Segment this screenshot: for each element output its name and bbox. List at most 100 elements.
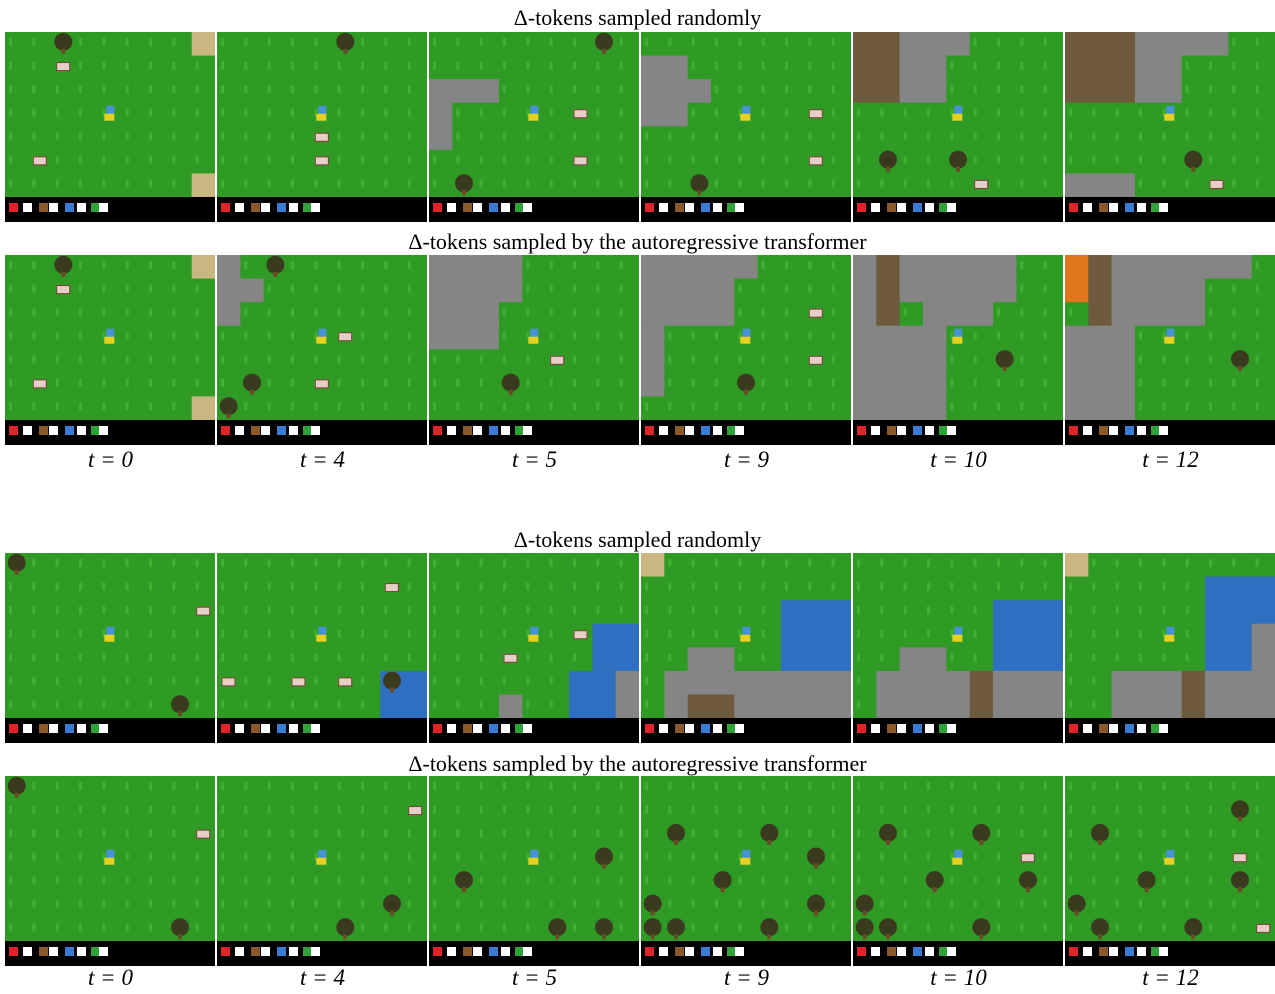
grass-blade: [1162, 179, 1165, 187]
cow: [1210, 180, 1223, 188]
game-frame: [853, 776, 1063, 966]
grass-blade: [291, 583, 294, 591]
grass-blade: [433, 355, 436, 363]
grass-blade: [645, 700, 648, 708]
terrain: [1182, 32, 1229, 56]
grass-blade: [997, 85, 1000, 93]
grass-blade: [1209, 782, 1212, 790]
grass-blade: [596, 285, 599, 293]
inventory-icon: [463, 947, 472, 956]
grass-blade: [1256, 285, 1259, 293]
grass-blade: [668, 606, 671, 614]
grass-blade: [997, 179, 1000, 187]
inventory-icon: [701, 947, 710, 956]
grass-blade: [268, 109, 271, 117]
inventory-bar: [429, 197, 639, 222]
player: [528, 337, 538, 344]
grass-blade: [291, 156, 294, 164]
grass-blade: [361, 109, 364, 117]
trunk: [721, 887, 725, 892]
player: [318, 627, 326, 636]
trunk: [767, 840, 771, 845]
trunk: [602, 864, 606, 869]
grass-blade: [1209, 379, 1212, 387]
grass-blade: [9, 606, 12, 614]
inventory-icon: [49, 426, 58, 435]
grass-blade: [668, 179, 671, 187]
grass-blade: [738, 62, 741, 70]
inventory-icon: [251, 724, 260, 733]
cow: [292, 678, 305, 686]
grass-blade: [785, 156, 788, 164]
game-frame: [5, 32, 215, 222]
trunk: [227, 413, 231, 418]
grass-blade: [526, 782, 529, 790]
grass-blade: [857, 156, 860, 164]
grass-blade: [9, 261, 12, 269]
grass-blade: [221, 806, 224, 814]
inventory-icon: [939, 426, 948, 435]
grass-blade: [1139, 109, 1142, 117]
grass-blade: [149, 109, 152, 117]
grass-blade: [573, 876, 576, 884]
inventory-icon: [727, 724, 736, 733]
inventory-icon: [433, 203, 442, 212]
grass-blade: [997, 132, 1000, 140]
grass-blade: [384, 402, 387, 410]
grass-blade: [244, 853, 247, 861]
grass-blade: [1139, 630, 1142, 638]
grass-blade: [1116, 583, 1119, 591]
grass-blade: [526, 62, 529, 70]
grass-blade: [620, 109, 623, 117]
grass-blade: [9, 829, 12, 837]
grass-blade: [808, 85, 811, 93]
grass-blade: [456, 829, 459, 837]
tree: [1231, 800, 1249, 818]
grass-blade: [456, 355, 459, 363]
grass-blade: [1044, 132, 1047, 140]
grass-blade: [456, 38, 459, 46]
grass-blade: [762, 85, 765, 93]
tree: [644, 918, 662, 936]
grass-blade: [56, 583, 59, 591]
inventory-icon: [887, 426, 896, 435]
grass-blade: [244, 156, 247, 164]
grass-blade: [1116, 109, 1119, 117]
grass-blade: [550, 677, 553, 685]
grass-blade: [338, 85, 341, 93]
cow: [1233, 854, 1246, 862]
grass-blade: [832, 109, 835, 117]
inventory-icon: [897, 426, 906, 435]
grass-blade: [997, 156, 1000, 164]
player: [528, 635, 538, 642]
player: [1164, 337, 1174, 344]
grass-blade: [620, 285, 623, 293]
grass-blade: [244, 355, 247, 363]
grass-blade: [1092, 653, 1095, 661]
grass-blade: [1116, 132, 1119, 140]
inventory-icon: [1159, 947, 1168, 956]
frame-image: [641, 255, 851, 445]
grass-blade: [1162, 806, 1165, 814]
grass-blade: [550, 559, 553, 567]
inventory-icon: [713, 947, 722, 956]
grass-blade: [1162, 923, 1165, 931]
grass-blade: [79, 261, 82, 269]
grass-blade: [1044, 156, 1047, 164]
time-label: t = 9: [641, 966, 852, 990]
grass-blade: [361, 782, 364, 790]
grass-blade: [997, 38, 1000, 46]
inventory-icon: [1083, 426, 1092, 435]
tree: [949, 151, 967, 169]
grass-blade: [126, 285, 129, 293]
grass-blade: [974, 38, 977, 46]
trunk: [462, 190, 466, 195]
grass-blade: [503, 559, 506, 567]
inventory-icon: [871, 426, 880, 435]
grass-blade: [620, 559, 623, 567]
grass-blade: [950, 179, 953, 187]
player: [740, 635, 750, 642]
inventory-icon: [913, 203, 922, 212]
grass-blade: [149, 308, 152, 316]
grass-blade: [172, 109, 175, 117]
